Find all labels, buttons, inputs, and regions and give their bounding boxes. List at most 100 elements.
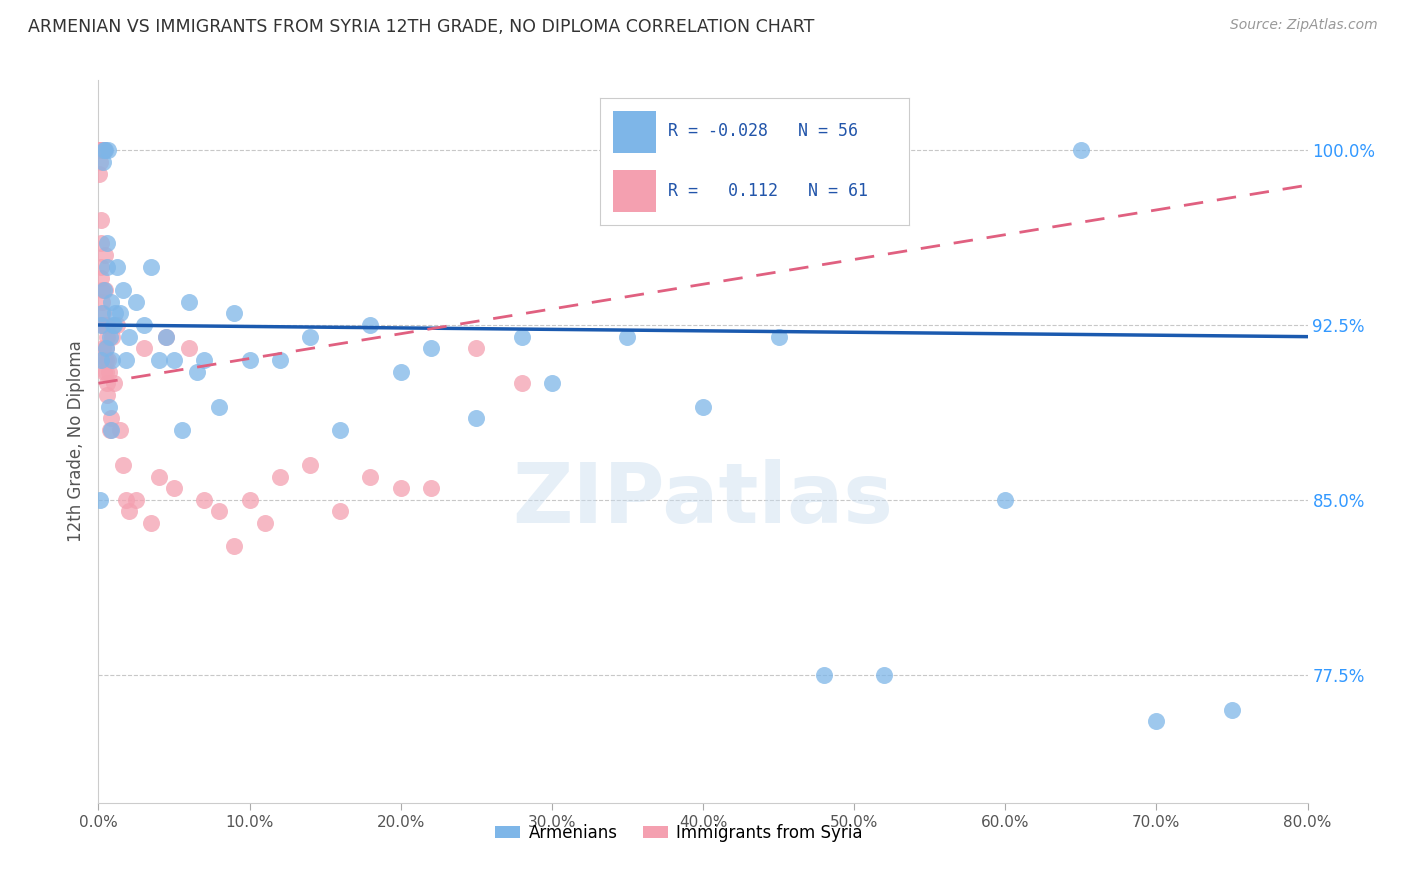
Point [89,143,111,157]
Point [89,143,111,157]
Point [208,400,231,414]
Point [105,260,128,274]
Point [420,341,443,355]
Point [299,458,322,472]
Point [91,318,114,332]
Point [125,294,148,309]
Point [224,306,246,320]
Point [269,469,291,483]
Point [97,353,120,368]
Point [104,306,127,320]
Point [101,353,124,368]
Point [90,271,112,285]
Point [114,492,136,507]
Point [692,400,714,414]
Point [91,318,114,332]
Point [94,283,117,297]
Point [141,260,163,274]
Y-axis label: 12th Grade, No Diploma: 12th Grade, No Diploma [66,341,84,542]
Point [360,318,382,332]
Point [96,376,118,391]
Point [90,353,112,368]
Point [98,329,121,343]
Point [148,469,170,483]
Point [90,236,112,251]
Point [465,341,488,355]
Point [132,318,155,332]
Point [93,143,115,157]
Point [141,516,163,530]
Point [98,423,121,437]
Point [111,283,134,297]
Point [873,667,896,681]
Point [768,329,790,343]
Point [1070,143,1092,157]
Point [93,143,115,157]
Point [224,540,246,554]
Point [94,341,117,355]
Point [89,143,111,157]
Point [994,492,1017,507]
Point [299,329,322,343]
Point [155,329,177,343]
Point [329,504,352,518]
Point [94,248,117,262]
Point [510,376,533,391]
Point [91,306,114,320]
Point [96,236,118,251]
Point [616,329,638,343]
Point [465,411,488,425]
Point [90,318,112,332]
Point [193,353,215,368]
Point [125,492,148,507]
Point [93,353,115,368]
Text: ARMENIAN VS IMMIGRANTS FROM SYRIA 12TH GRADE, NO DIPLOMA CORRELATION CHART: ARMENIAN VS IMMIGRANTS FROM SYRIA 12TH G… [28,18,814,36]
Point [148,353,170,368]
Point [91,341,114,355]
Point [90,213,112,227]
Point [100,294,122,309]
Point [108,306,131,320]
Point [118,504,141,518]
Point [89,143,111,157]
Point [103,318,125,332]
Point [101,329,124,343]
Point [118,329,141,343]
Point [510,329,533,343]
Point [239,353,262,368]
Point [98,365,121,379]
Point [155,329,177,343]
Point [193,492,215,507]
Point [93,283,115,297]
Point [91,283,114,297]
Point [96,318,118,332]
Point [108,423,131,437]
Point [91,154,114,169]
Point [90,260,112,274]
Legend: Armenians, Immigrants from Syria: Armenians, Immigrants from Syria [488,817,869,848]
Point [94,341,117,355]
Point [89,492,111,507]
Point [93,143,115,157]
Point [1146,714,1168,729]
Point [101,318,124,332]
Point [269,353,291,368]
Point [1220,702,1243,716]
Point [253,516,276,530]
Point [100,423,122,437]
Point [103,376,125,391]
Point [114,353,136,368]
Point [329,423,352,437]
Point [239,492,262,507]
Point [389,481,412,495]
Point [96,388,118,402]
Point [163,353,186,368]
Point [132,341,155,355]
Point [186,365,208,379]
Point [93,365,115,379]
Point [94,318,117,332]
Point [360,469,382,483]
Point [111,458,134,472]
Point [96,365,118,379]
Point [420,481,443,495]
